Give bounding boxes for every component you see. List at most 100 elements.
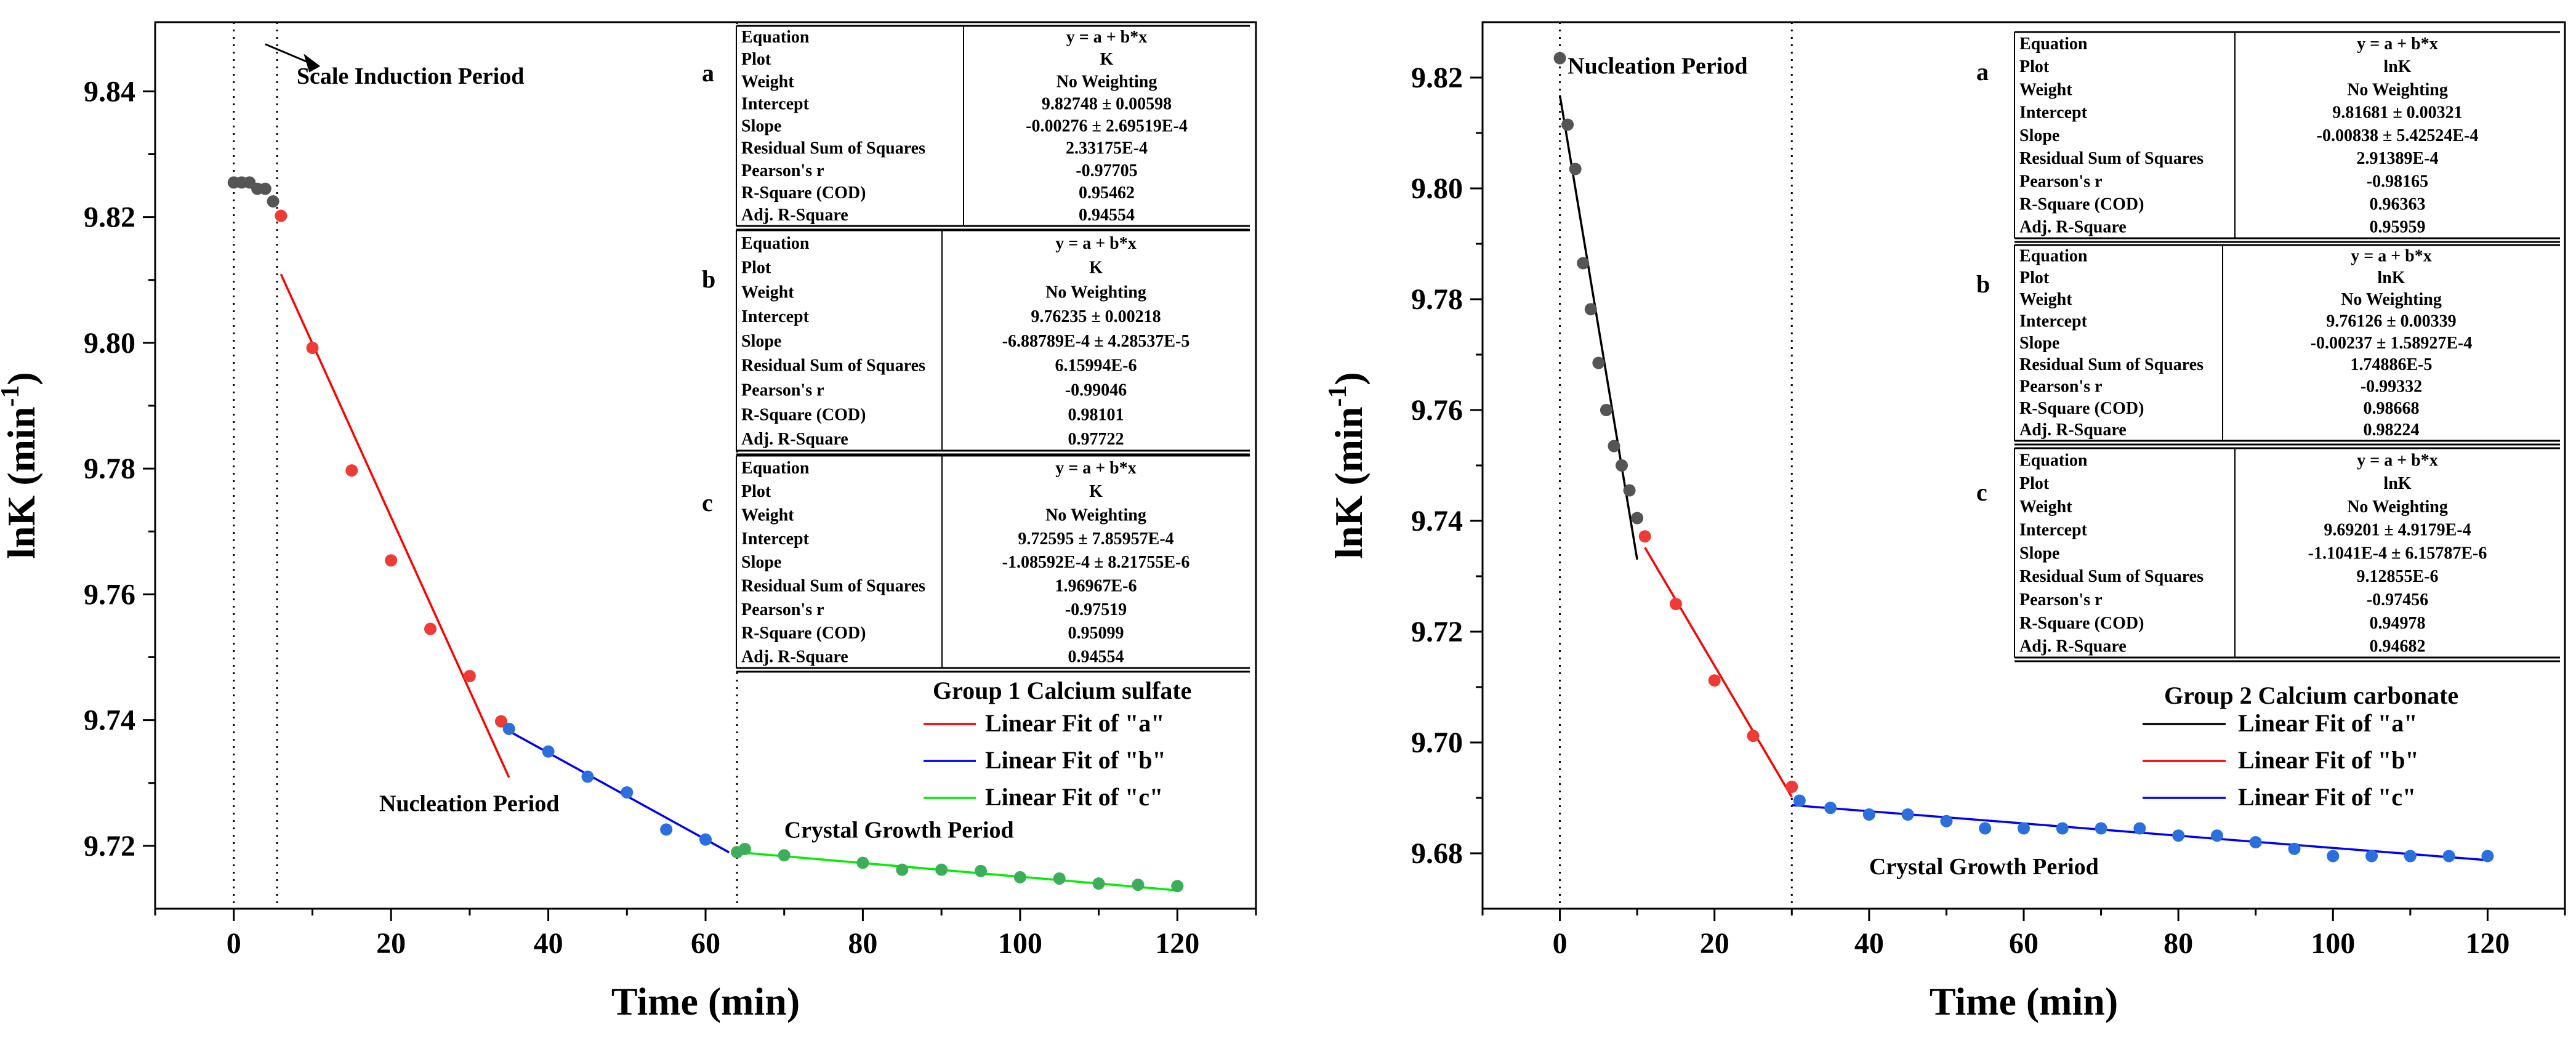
table-row-label: R-Square (COD) [2019, 399, 2144, 418]
table-row-value: -0.00237 ± 1.58927E-4 [2311, 334, 2473, 353]
data-point [1623, 484, 1636, 497]
y-tick-label: 9.78 [84, 453, 135, 485]
data-point [494, 715, 507, 728]
table-row-value: -1.1041E-4 ± 6.15787E-6 [2308, 544, 2487, 563]
table-row-label: Equation [741, 459, 810, 478]
data-point [385, 554, 398, 567]
period-annotation: Scale Induction Period [297, 63, 524, 89]
table-row-value: K [1100, 50, 1114, 69]
data-point [1669, 598, 1682, 610]
legend-title: Group 1 Calcium sulfate [933, 677, 1191, 704]
table-row-value: No Weighting [2347, 80, 2448, 99]
table-letter: c [1976, 478, 1987, 506]
table-row-value: No Weighting [2341, 290, 2442, 309]
data-point [502, 722, 515, 735]
data-point [1577, 257, 1590, 270]
table-background [2015, 448, 2560, 658]
x-tick-label: 120 [2465, 927, 2510, 960]
data-point [581, 770, 594, 783]
table-row-value: -0.99332 [2361, 377, 2422, 396]
data-point [306, 342, 319, 355]
data-point [856, 856, 869, 869]
table-row-value: lnK [2383, 474, 2411, 493]
table-row-value: 0.94682 [2370, 637, 2426, 656]
table-row-label: Equation [2019, 451, 2088, 470]
table-row-label: Residual Sum of Squares [2019, 567, 2204, 586]
table-row-label: Weight [741, 72, 794, 91]
data-point [1561, 118, 1574, 131]
table-row-value: 0.95099 [1068, 624, 1124, 643]
fit-table-b: b Equation y = a + b*x Plot lnK Weight No Weig… [1976, 244, 2560, 446]
table-row-value: 9.82748 ± 0.00598 [1042, 94, 1172, 113]
table-row-label: Adj. R-Square [2019, 420, 2127, 440]
data-point [621, 786, 634, 799]
table-row-value: y = a + b*x [2357, 34, 2437, 54]
table-row-label: Weight [2019, 290, 2072, 309]
table-row-value: 0.94554 [1068, 647, 1124, 666]
chart-panel-2: 0 20 40 60 80 100 120 9.68 9.70 9.72 9.74 9.76 9.78 9… [1324, 21, 2566, 1023]
table-row-value: 0.95462 [1079, 183, 1135, 203]
table-row-label: Adj. R-Square [741, 647, 848, 666]
data-point [1940, 815, 1953, 827]
data-point [1132, 879, 1145, 891]
y-tick-label: 9.72 [1411, 616, 1463, 648]
x-axis-title: Time (min) [611, 980, 800, 1023]
y-axis-title: lnK (min-1) [0, 372, 43, 558]
data-point [1824, 802, 1837, 815]
table-row-value: 1.96967E-6 [1055, 576, 1137, 595]
table-background [2015, 245, 2560, 441]
table-row-value: y = a + b*x [1055, 459, 1136, 478]
table-row-value: No Weighting [1057, 72, 1157, 91]
data-point [1901, 808, 1914, 821]
y-axis-title-base: lnK (min [0, 407, 43, 559]
table-row-label: Equation [2019, 247, 2088, 266]
data-point [1092, 877, 1105, 890]
table-row-label: Intercept [741, 94, 810, 113]
y-tick-label: 9.82 [1411, 62, 1463, 94]
table-row-label: Pearson's r [741, 381, 824, 400]
table-row-value: -6.88789E-4 ± 4.28537E-5 [1002, 332, 1190, 351]
y-tick-label: 9.82 [84, 201, 135, 234]
data-point [660, 823, 673, 836]
table-row-value: lnK [2383, 57, 2411, 76]
x-tick-label: 100 [998, 927, 1042, 960]
table-row-label: Slope [741, 332, 781, 351]
data-point [1747, 730, 1760, 742]
data-point [275, 209, 288, 222]
table-row-label: Residual Sum of Squares [2019, 149, 2204, 168]
legend-entry: Linear Fit of "a" [2238, 709, 2417, 737]
table-row-label: Intercept [2019, 521, 2088, 540]
legend-title: Group 2 Calcium carbonate [2164, 682, 2458, 709]
table-row-label: Equation [741, 28, 810, 47]
x-tick-label: 120 [1155, 927, 1199, 960]
table-row-value: lnK [2377, 268, 2405, 288]
legend-entry: Linear Fit of "c" [2238, 783, 2416, 811]
table-background [736, 26, 1250, 226]
y-tick-label: 9.80 [1411, 172, 1463, 205]
annotation-arrow-head [304, 54, 321, 73]
table-row-label: Plot [741, 50, 771, 69]
data-point [1862, 808, 1875, 821]
data-point [2327, 850, 2340, 863]
y-axis-title-sup: -1 [1324, 385, 1352, 407]
fit-table-a: a Equation y = a + b*x Plot K Weight No Weight… [702, 25, 1250, 231]
y-axis-title-base: lnK (min [1327, 407, 1371, 559]
table-row-label: Adj. R-Square [741, 206, 848, 225]
table-row-value: 0.98668 [2364, 399, 2420, 418]
data-point [1616, 459, 1628, 472]
table-row-label: Adj. R-Square [2019, 637, 2127, 656]
table-row-label: Residual Sum of Squares [741, 576, 925, 595]
table-row-label: R-Square (COD) [2019, 614, 2144, 633]
table-background [736, 456, 1250, 668]
data-point [2249, 836, 2262, 848]
data-point [345, 464, 358, 477]
y-tick-label: 9.78 [1411, 283, 1463, 316]
table-row-value: -0.97705 [1076, 161, 1137, 180]
y-tick-label: 9.76 [1411, 394, 1463, 427]
x-tick-label: 40 [1854, 927, 1884, 960]
table-row-value: 9.72595 ± 7.85957E-4 [1018, 529, 1173, 549]
chart-panel-1: 0 20 40 60 80 100 120 9.72 9.74 9.76 9.78 9.80 9.82 9… [0, 21, 1257, 1023]
x-tick-label: 20 [376, 927, 406, 960]
y-axis-title-close: ) [0, 372, 43, 385]
